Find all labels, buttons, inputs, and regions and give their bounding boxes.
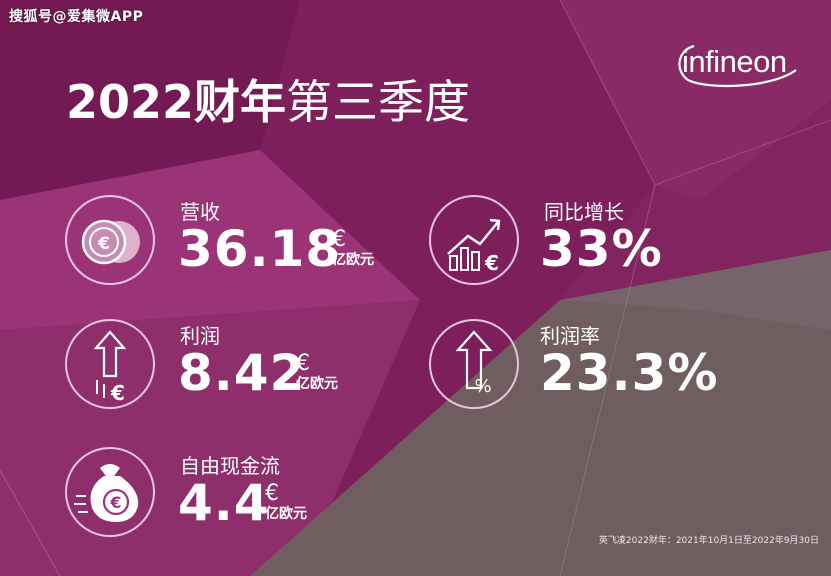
- profit-value: 8.42: [178, 344, 306, 402]
- revenue-label: 营收: [180, 200, 220, 224]
- watermark: 搜狐号@爱集微APP: [9, 9, 144, 25]
- svg-text:€: €: [97, 234, 110, 254]
- title-quarter: 第三季度: [286, 75, 471, 129]
- euro-coins-icon: €: [65, 195, 155, 285]
- profit-currency: €: [296, 351, 310, 376]
- money-bag-euro-icon: €: [65, 447, 155, 537]
- svg-text:€: €: [484, 251, 499, 275]
- revenue-currency: €: [332, 227, 346, 252]
- infineon-logo: infineon: [672, 40, 804, 90]
- svg-text:%: %: [474, 376, 491, 397]
- margin-label: 利润率: [540, 324, 600, 348]
- revenue-value: 36.18: [178, 220, 342, 278]
- cashflow-unit-text: 亿欧元: [265, 506, 307, 522]
- page-title: 2022财年第三季度: [66, 72, 470, 132]
- title-fiscal-year: 2022财年: [66, 75, 287, 129]
- growth-value: 33%: [540, 220, 663, 278]
- svg-text:€: €: [109, 493, 121, 512]
- cashflow-currency: €: [265, 481, 279, 506]
- logo-swoosh-icon: [678, 44, 797, 88]
- revenue-unit-text: 亿欧元: [332, 252, 374, 268]
- bar-chart-up-icon: €: [429, 195, 519, 285]
- margin-value: 23.3%: [540, 344, 719, 402]
- profit-unit: € 亿欧元: [296, 351, 356, 393]
- growth-label: 同比增长: [544, 200, 624, 224]
- cashflow-unit: € 亿欧元: [265, 481, 325, 523]
- profit-label: 利润: [180, 324, 220, 348]
- profit-unit-text: 亿欧元: [296, 376, 338, 392]
- fiscal-year-footnote: 英飞凌2022财年：2021年10月1日至2022年9月30日: [598, 536, 819, 546]
- svg-text:€: €: [110, 381, 125, 405]
- arrow-up-percent-icon: %: [429, 319, 519, 409]
- cashflow-value: 4.4: [178, 474, 270, 532]
- logo-text: infineon: [682, 44, 787, 79]
- arrow-up-euro-icon: €: [65, 319, 155, 409]
- revenue-unit: € 亿欧元: [332, 227, 392, 269]
- cashflow-label: 自由现金流: [180, 454, 280, 478]
